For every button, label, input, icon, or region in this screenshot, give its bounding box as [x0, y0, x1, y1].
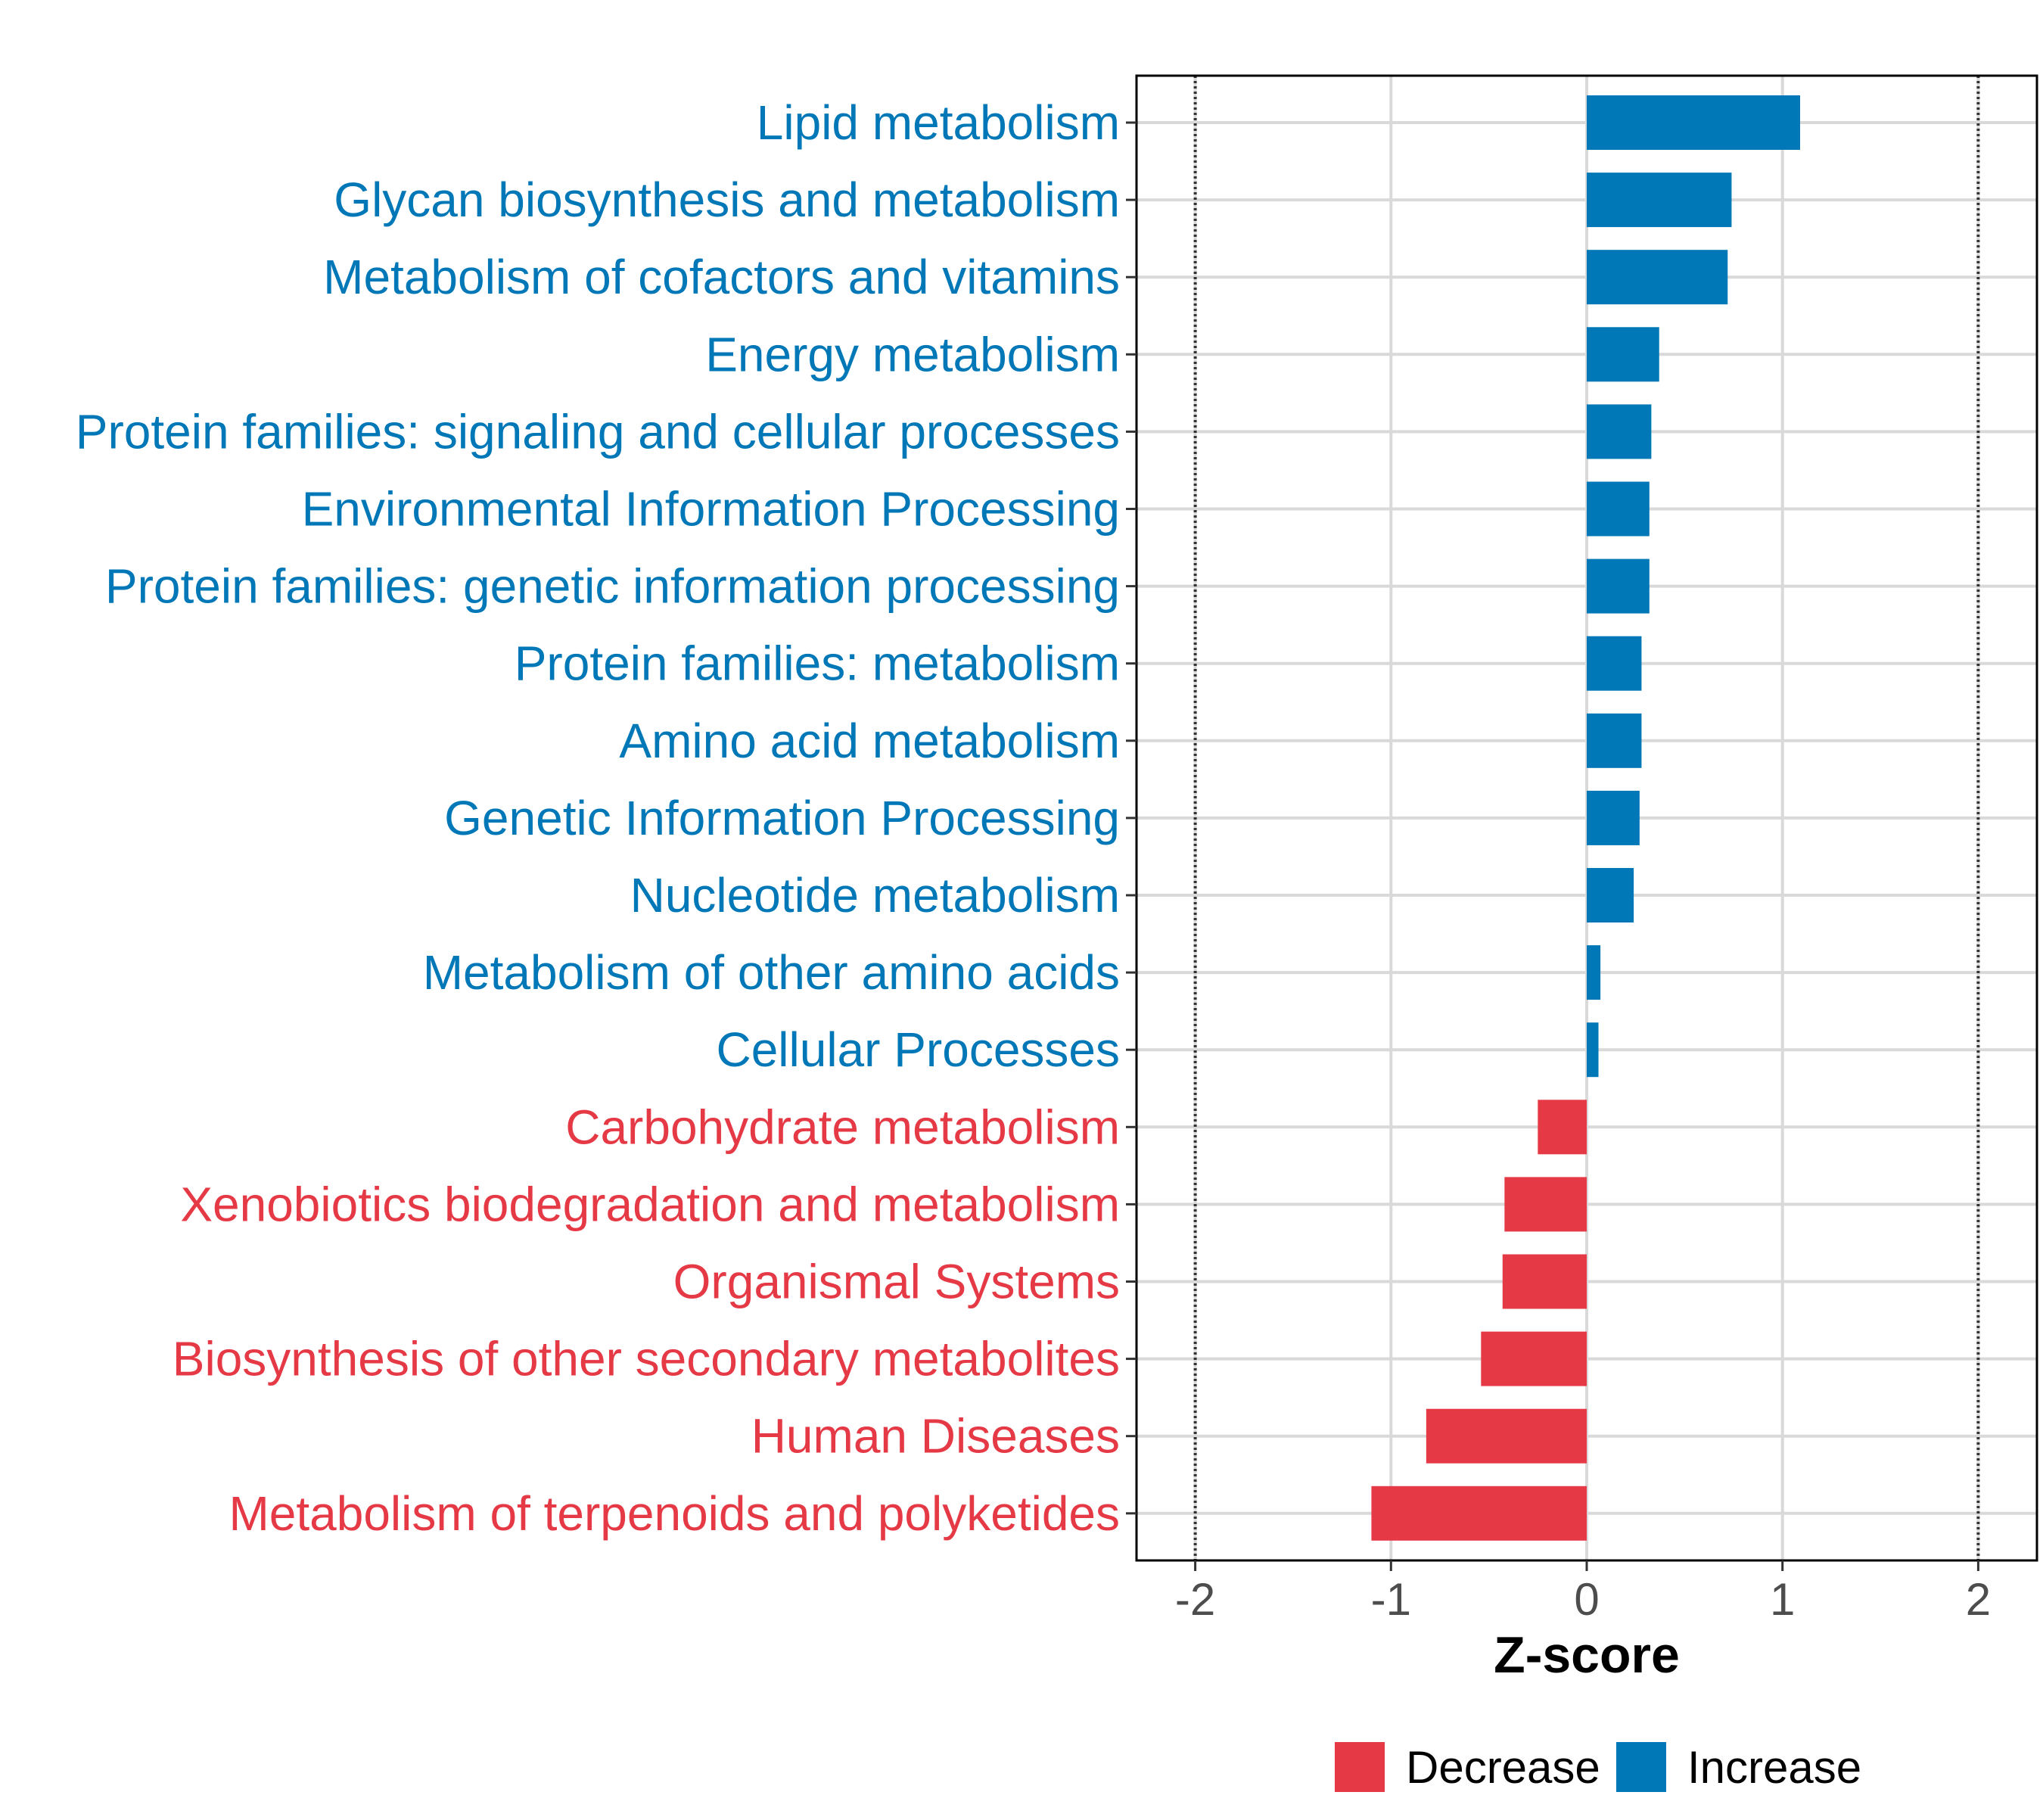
category-label: Environmental Information Processing: [302, 482, 1120, 537]
bar-cellular-processes: [1587, 1022, 1599, 1078]
bar-amino-acid-metabolism: [1587, 713, 1642, 768]
bar-metabolism-of-terpenoids-and-polyketides: [1371, 1486, 1587, 1541]
bar-environmental-information-processing: [1587, 481, 1650, 537]
bar-carbohydrate-metabolism: [1538, 1100, 1587, 1155]
category-label: Metabolism of other amino acids: [423, 945, 1120, 1000]
category-label: Genetic Information Processing: [444, 791, 1120, 845]
category-label: Metabolism of terpenoids and polyketides: [229, 1486, 1120, 1541]
legend-swatch-increase: [1616, 1742, 1666, 1792]
legend-label-decrease: Decrease: [1406, 1742, 1600, 1793]
x-axis-title: Z-score: [1494, 1626, 1680, 1684]
category-label: Nucleotide metabolism: [630, 868, 1120, 922]
x-tick-label: 2: [1966, 1574, 1991, 1625]
bar-biosynthesis-of-other-secondary-metabolites: [1481, 1331, 1587, 1386]
category-label: Protein families: signaling and cellular…: [76, 404, 1120, 459]
bar-organismal-systems: [1502, 1254, 1587, 1309]
category-label: Carbohydrate metabolism: [565, 1100, 1120, 1154]
category-label: Lipid metabolism: [757, 95, 1120, 150]
category-label: Energy metabolism: [705, 327, 1120, 381]
bar-metabolism-of-other-amino-acids: [1587, 945, 1601, 1000]
y-axis-ticks: [1126, 121, 1137, 1515]
bar-metabolism-of-cofactors-and-vitamins: [1587, 250, 1728, 305]
bar-layer: [1371, 95, 1800, 1541]
bar-xenobiotics-biodegradation-and-metabolism: [1504, 1177, 1587, 1232]
legend-swatch-decrease: [1335, 1742, 1385, 1792]
bar-protein-families-genetic-information-processing: [1587, 558, 1650, 614]
y-axis-labels: Lipid metabolism Glycan biosynthesis and …: [76, 95, 1120, 1541]
bar-lipid-metabolism: [1587, 95, 1800, 150]
bar-glycan-biosynthesis-and-metabolism: [1587, 173, 1732, 228]
category-label: Human Diseases: [751, 1409, 1120, 1464]
bar-nucleotide-metabolism: [1587, 868, 1634, 922]
x-tick-label: 0: [1574, 1574, 1599, 1625]
category-label: Xenobiotics biodegradation and metabolis…: [180, 1177, 1120, 1231]
category-label: Metabolism of cofactors and vitamins: [323, 250, 1120, 304]
x-axis-ticks: -2 -1 0 1 2: [1175, 1560, 1991, 1625]
x-tick-label: -2: [1175, 1574, 1215, 1625]
category-label: Amino acid metabolism: [619, 714, 1120, 768]
bar-energy-metabolism: [1587, 327, 1659, 382]
category-label: Protein families: genetic information pr…: [105, 559, 1120, 614]
bar-protein-families-metabolism: [1587, 636, 1642, 691]
legend: Decrease Increase: [1335, 1742, 1861, 1793]
bar-genetic-information-processing: [1587, 790, 1640, 845]
category-label: Biosynthesis of other secondary metaboli…: [173, 1332, 1120, 1386]
bar-human-diseases: [1426, 1408, 1587, 1464]
x-tick-label: -1: [1371, 1574, 1411, 1625]
bar-protein-families-signaling-and-cellular-processes: [1587, 404, 1652, 459]
category-label: Protein families: metabolism: [515, 636, 1120, 691]
x-tick-label: 1: [1770, 1574, 1795, 1625]
category-label: Glycan biosynthesis and metabolism: [334, 173, 1120, 227]
legend-label-increase: Increase: [1687, 1742, 1861, 1793]
reference-lines: [1193, 76, 1980, 1560]
category-label: Organismal Systems: [673, 1255, 1120, 1309]
category-label: Cellular Processes: [716, 1022, 1120, 1077]
